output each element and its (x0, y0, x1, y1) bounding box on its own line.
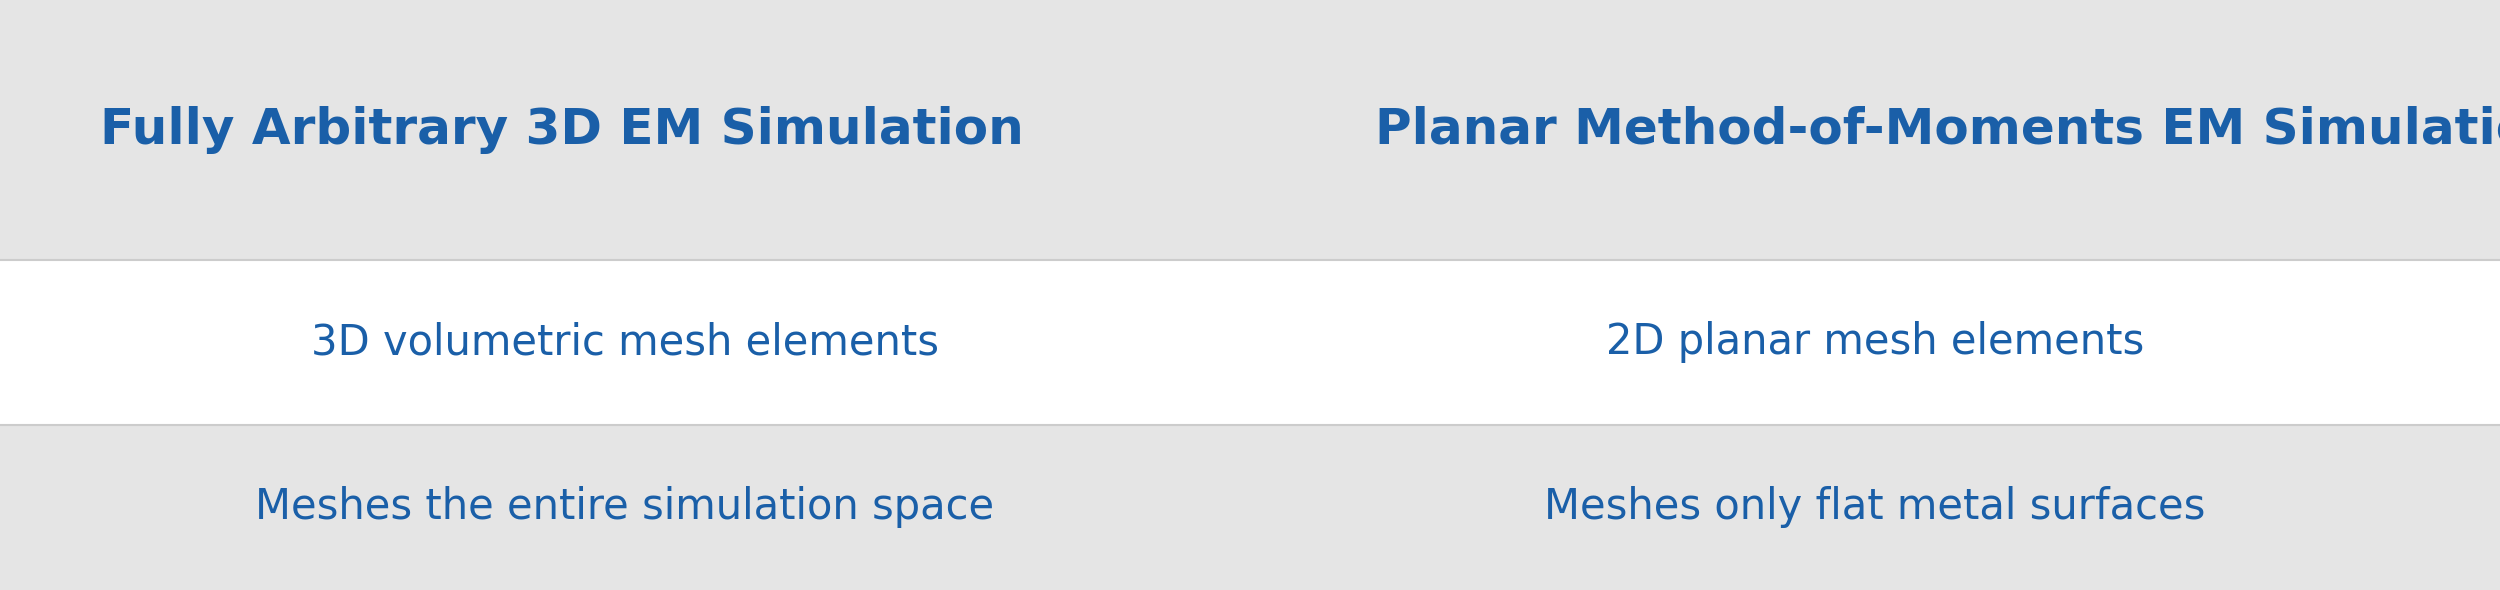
Text: Meshes the entire simulation space: Meshes the entire simulation space (255, 486, 995, 529)
Text: Fully Arbitrary 3D EM Simulation: Fully Arbitrary 3D EM Simulation (100, 106, 1025, 154)
Bar (0, 0, 2500, 260)
Text: 3D volumetric mesh elements: 3D volumetric mesh elements (310, 321, 940, 363)
Bar (0, 260, 2500, 425)
Text: Meshes only flat metal surfaces: Meshes only flat metal surfaces (1545, 486, 2205, 529)
Text: 2D planar mesh elements: 2D planar mesh elements (1605, 321, 2145, 363)
Bar (0, 425, 2500, 590)
Text: Planar Method-of-Moments EM Simulation: Planar Method-of-Moments EM Simulation (1375, 106, 2500, 154)
